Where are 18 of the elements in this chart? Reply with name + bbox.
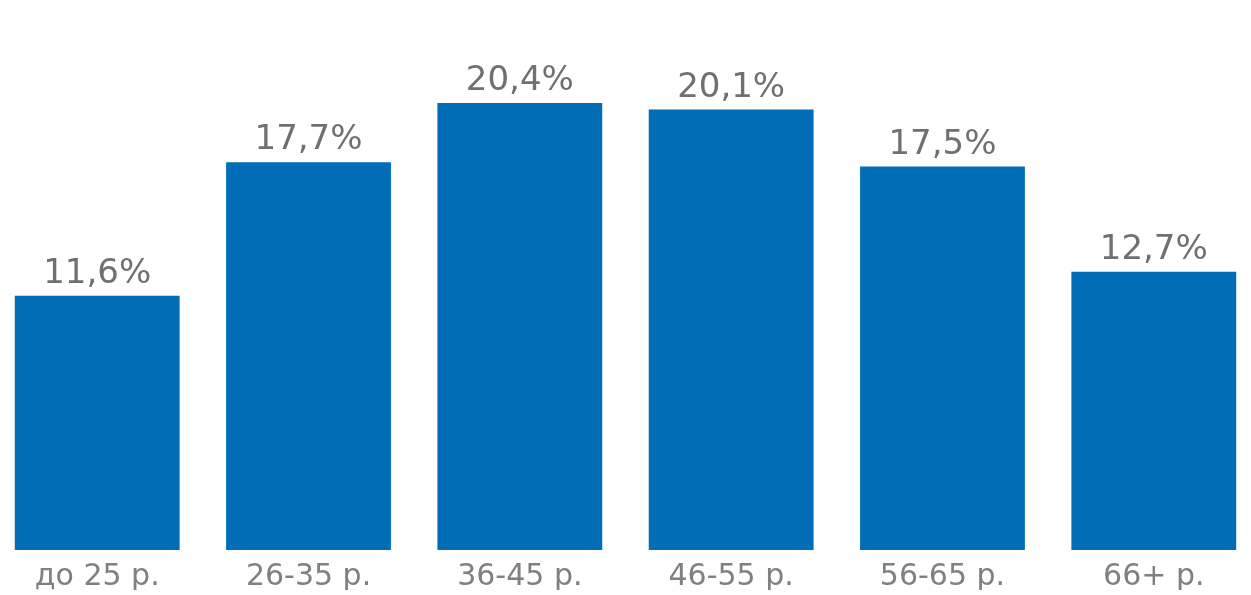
bar <box>226 162 391 550</box>
bar <box>14 295 180 550</box>
x-tick-label: 26-35 р. <box>245 556 372 592</box>
data-label: 20,4% <box>465 58 574 98</box>
data-label: 17,5% <box>888 121 997 162</box>
data-label: 20,1% <box>677 64 786 105</box>
bar <box>437 103 603 550</box>
bar <box>1071 271 1237 550</box>
x-tick-label: 56-65 р. <box>879 556 1006 592</box>
x-tick-label: 46-55 р. <box>668 556 794 592</box>
x-tick-label: 36-45 р. <box>457 556 583 592</box>
data-label: 11,6% <box>43 250 152 291</box>
x-tick-label: 66+ р. <box>1103 556 1205 592</box>
x-tick-label: до 25 р. <box>34 556 160 592</box>
bar <box>648 109 814 550</box>
bar <box>860 166 1025 550</box>
data-label: 12,7% <box>1099 226 1208 267</box>
data-label: 17,7% <box>254 117 363 158</box>
